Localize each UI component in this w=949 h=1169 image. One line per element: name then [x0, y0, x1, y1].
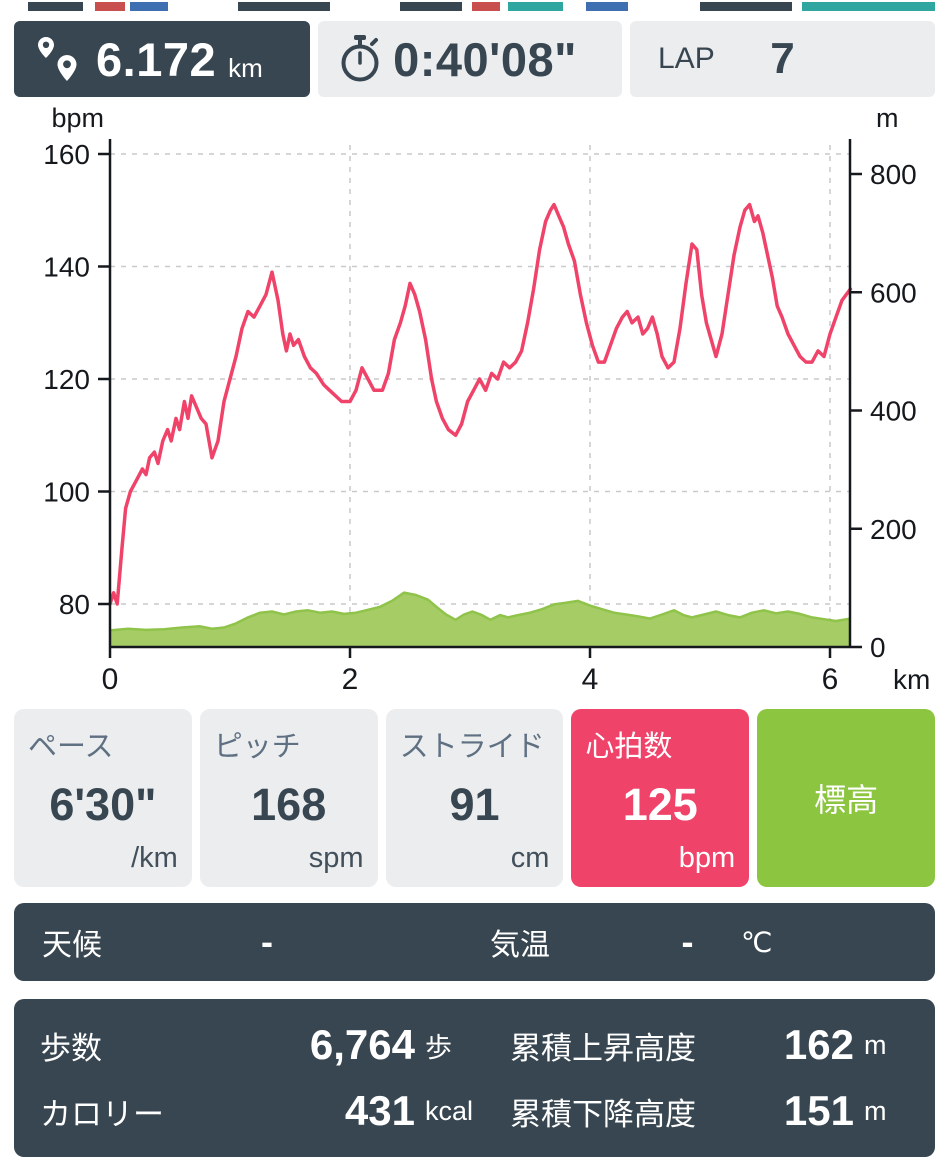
svg-text:600: 600: [870, 277, 917, 308]
route-pins-icon: [38, 37, 77, 81]
pace-unit: /km: [131, 842, 178, 874]
duration-value: 0:40'08": [393, 32, 577, 86]
ascent-value: 162: [783, 1021, 854, 1068]
svg-text:4: 4: [582, 663, 599, 696]
pitch-unit: spm: [308, 842, 364, 874]
heart-rate-elevation-chart: 80 100 120 140 160 0 200 400 600 800 0 2 4 6 km bpm m: [43, 103, 930, 696]
pitch-value: 168: [251, 779, 327, 830]
lap-label: LAP: [658, 42, 715, 75]
pace-value: 6'30": [49, 779, 157, 830]
stopwatch-icon: [341, 35, 379, 82]
heart-rate-label: 心拍数: [585, 731, 673, 763]
weather-value: -: [261, 921, 273, 962]
metric-tabs: ペース 6'30" /km ピッチ 168 spm ストライド 91 cm 心拍…: [14, 709, 935, 887]
svg-text:0: 0: [102, 663, 119, 696]
elevation-label: 標高: [814, 782, 879, 818]
totals-panel: 歩数 6,764 歩 累積上昇高度 162 m カロリー 431 kcal 累積…: [14, 999, 935, 1157]
svg-text:200: 200: [870, 514, 917, 545]
distance-value: 6.172: [96, 32, 217, 86]
heart-rate-unit: bpm: [678, 842, 736, 874]
ascent-label: 累積上昇高度: [510, 1030, 696, 1066]
metric-tab-elevation[interactable]: 標高: [757, 709, 935, 887]
svg-text:120: 120: [43, 364, 90, 395]
svg-text:0: 0: [870, 632, 886, 663]
distance-card: 6.172 km: [14, 21, 310, 97]
svg-text:800: 800: [870, 159, 917, 190]
metric-tab-pitch[interactable]: ピッチ 168 spm: [199, 709, 378, 887]
distance-unit: km: [228, 52, 263, 83]
pitch-label: ピッチ: [213, 731, 301, 763]
svg-text:bpm: bpm: [51, 103, 104, 133]
temperature-value: -: [681, 921, 694, 962]
weather-bar: 天候 - 気温 - ℃: [14, 903, 935, 981]
steps-value: 6,764: [309, 1021, 415, 1068]
metric-tab-pace[interactable]: ペース 6'30" /km: [14, 709, 192, 887]
descent-label: 累積下降高度: [510, 1096, 696, 1132]
svg-text:140: 140: [43, 252, 90, 283]
metric-tab-heart-rate[interactable]: 心拍数 125 bpm: [571, 709, 750, 887]
temperature-label: 気温: [490, 929, 550, 962]
steps-label: 歩数: [40, 1030, 102, 1066]
svg-text:80: 80: [59, 589, 90, 620]
metric-tab-stride[interactable]: ストライド 91 cm: [385, 709, 564, 887]
ascent-unit: m: [864, 1029, 887, 1060]
duration-card: 0:40'08": [318, 21, 622, 97]
svg-text:km: km: [893, 664, 930, 695]
heart-rate-value: 125: [622, 779, 698, 830]
stride-value: 91: [449, 779, 500, 830]
descent-value: 151: [783, 1087, 854, 1134]
svg-text:100: 100: [43, 477, 90, 508]
lap-value: 7: [770, 34, 795, 83]
lap-card: LAP 7: [630, 21, 935, 97]
calories-value: 431: [344, 1087, 415, 1134]
summary-header: 6.172 km 0:40'08" LAP 7: [14, 21, 935, 97]
steps-unit: 歩: [425, 1032, 452, 1063]
calories-unit: kcal: [425, 1095, 474, 1126]
svg-text:6: 6: [822, 663, 839, 696]
svg-text:400: 400: [870, 396, 917, 427]
clipped-top-row: [0, 0, 949, 13]
weather-label: 天候: [42, 929, 102, 962]
temperature-unit: ℃: [741, 926, 773, 958]
calories-label: カロリー: [40, 1096, 164, 1132]
pace-label: ペース: [28, 731, 114, 763]
stride-unit: cm: [510, 842, 550, 874]
stride-label: ストライド: [399, 731, 545, 763]
svg-text:2: 2: [342, 663, 359, 696]
descent-unit: m: [864, 1095, 887, 1126]
svg-text:160: 160: [43, 139, 90, 170]
chart-section: 80 100 120 140 160 0 200 400 600 800 0 2 4 6 km bpm m: [0, 97, 949, 697]
svg-text:m: m: [876, 103, 899, 133]
